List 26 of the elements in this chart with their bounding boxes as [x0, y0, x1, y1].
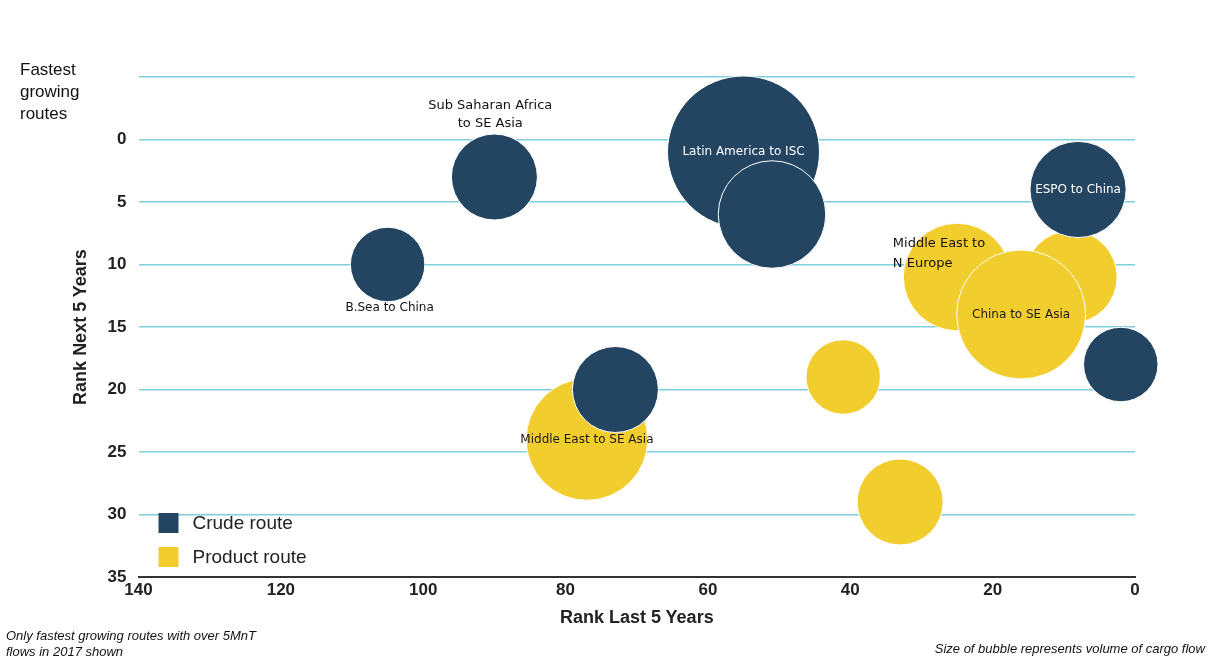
x-axis-title: Rank Last 5 Years — [559, 607, 714, 628]
x-tick-label: 0 — [1130, 579, 1140, 599]
x-tick-label: 20 — [983, 579, 1003, 599]
y-tick-label: 20 — [107, 379, 127, 399]
y-tick-label: 0 — [117, 129, 127, 149]
y-tick-label: 25 — [107, 441, 127, 461]
y-tick-label: 5 — [117, 191, 127, 211]
x-tick-label: 100 — [409, 579, 438, 599]
annotation: China to SE Asia — [972, 306, 1071, 321]
annotation: Sub Saharan Africa to SE Asia — [428, 97, 553, 131]
y-tick-label: 10 — [107, 254, 127, 274]
x-tick-label: 60 — [698, 579, 718, 599]
text: Size of bubble represents volume of cargo flow — [934, 641, 1207, 657]
annotation: B.Sea to China — [345, 300, 434, 315]
text: Fastest growing routes — [20, 60, 80, 124]
legend-label: Crude route — [192, 512, 293, 534]
y-axis-title: Rank Next 5 Years — [69, 249, 90, 405]
annotation: Latin America to ISC — [682, 144, 805, 159]
legend-label: Product route — [192, 546, 307, 568]
annotation: ESPO to China — [1035, 181, 1121, 196]
y-tick-label: 15 — [107, 316, 127, 336]
text: Only fastest growing routes with over 5MnT flows in 2017 shown — [6, 628, 258, 660]
y-tick-label: 30 — [107, 504, 127, 524]
x-tick-label: 120 — [266, 579, 296, 599]
x-tick-label: 80 — [556, 579, 576, 599]
x-tick-label: 40 — [840, 579, 860, 599]
